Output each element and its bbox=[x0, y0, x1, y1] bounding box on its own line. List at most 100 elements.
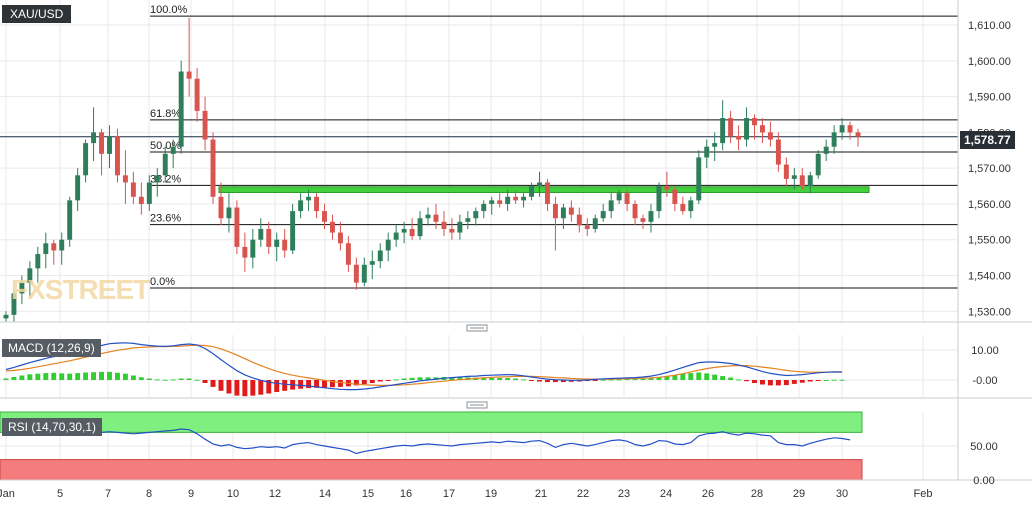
macd-histogram-bar bbox=[775, 380, 781, 386]
candle-body bbox=[337, 232, 343, 244]
candle-body bbox=[114, 135, 120, 176]
macd-histogram-bar bbox=[529, 380, 535, 381]
candle-body bbox=[27, 268, 33, 283]
candle-body bbox=[704, 146, 710, 158]
macd-histogram-bar bbox=[425, 377, 431, 380]
macd-histogram-bar bbox=[146, 378, 152, 380]
candle-body bbox=[720, 118, 726, 144]
macd-line bbox=[5, 342, 843, 391]
price-tick-label: 1,570.00 bbox=[968, 163, 1011, 175]
macd-histogram-bar bbox=[401, 378, 407, 380]
rsi-tick-label: 0.00 bbox=[973, 475, 994, 487]
candle-body bbox=[544, 182, 550, 204]
candle-body bbox=[624, 193, 630, 204]
candle-body bbox=[505, 196, 511, 204]
candle-body bbox=[282, 239, 288, 251]
candle-body bbox=[322, 211, 327, 222]
candle-body bbox=[138, 196, 144, 204]
x-tick-label: 26 bbox=[702, 488, 714, 500]
macd-histogram-bar bbox=[720, 376, 726, 380]
candle-body bbox=[35, 254, 41, 269]
price-tick-label: 1,610.00 bbox=[968, 20, 1011, 32]
x-tick-label: 30 bbox=[836, 488, 848, 500]
macd-histogram-bar bbox=[791, 380, 797, 384]
macd-histogram-bar bbox=[409, 377, 415, 380]
x-tick-label: 24 bbox=[660, 488, 672, 500]
macd-histogram-bar bbox=[497, 377, 503, 380]
macd-histogram-bar bbox=[210, 380, 216, 387]
macd-tick-label: 10.00 bbox=[971, 345, 999, 357]
candle-body bbox=[306, 196, 312, 201]
candle-body bbox=[696, 157, 702, 201]
candle-body bbox=[83, 143, 89, 176]
candle-body bbox=[409, 228, 415, 237]
macd-histogram-bar bbox=[728, 377, 734, 380]
symbol-label: XAU/USD bbox=[2, 5, 72, 23]
macd-histogram-bar bbox=[513, 378, 519, 380]
macd-histogram-bar bbox=[608, 379, 614, 381]
candle-body bbox=[744, 118, 750, 140]
macd-histogram-bar bbox=[537, 380, 542, 382]
price-tick-label: 1,530.00 bbox=[968, 306, 1011, 318]
macd-histogram-bar bbox=[696, 372, 702, 380]
x-tick-label: 16 bbox=[400, 488, 412, 500]
x-axis: Jan 5 7 8 9 10 12 14 15 16 17 19 21 22 23 24 26 28 29 30 Feb bbox=[0, 488, 932, 500]
candle-body bbox=[290, 211, 296, 251]
macd-histogram-bar bbox=[704, 373, 710, 380]
candle-body bbox=[481, 203, 487, 212]
macd-histogram-bar bbox=[417, 377, 423, 380]
x-tick-label: 12 bbox=[269, 488, 281, 500]
macd-histogram-bar bbox=[329, 380, 335, 388]
x-tick-label: 28 bbox=[751, 488, 763, 500]
panel-splitters[interactable] bbox=[466, 324, 488, 409]
candle-body bbox=[799, 175, 805, 187]
macd-histogram-bar bbox=[353, 380, 359, 386]
candle-body bbox=[170, 146, 176, 154]
macd-histogram-bar bbox=[83, 372, 89, 380]
fib-level-label: 61.8% bbox=[150, 108, 181, 120]
macd-histogram-bar bbox=[807, 380, 813, 382]
macd-histogram-bar bbox=[226, 380, 232, 394]
current-price-label: 1,578.77 bbox=[960, 131, 1015, 149]
candle-body bbox=[576, 214, 582, 226]
macd-histogram-bar bbox=[505, 377, 511, 380]
candle-body bbox=[847, 125, 853, 133]
macd-histogram-bar bbox=[67, 373, 73, 380]
price-tick-label: 1,600.00 bbox=[968, 56, 1011, 68]
macd-histogram-bar bbox=[202, 380, 208, 383]
candle-body bbox=[441, 221, 447, 229]
macd-histogram-bar bbox=[640, 378, 646, 380]
candle-body bbox=[369, 261, 375, 265]
candle-body bbox=[154, 175, 160, 183]
macd-histogram-bar bbox=[27, 374, 33, 380]
macd-histogram-bar bbox=[823, 380, 829, 381]
support-zone bbox=[218, 186, 870, 193]
x-tick-label: 23 bbox=[618, 488, 630, 500]
candle-body bbox=[75, 175, 81, 201]
candle-body bbox=[186, 71, 192, 79]
candle-body bbox=[831, 132, 837, 147]
candle-body bbox=[552, 203, 558, 219]
macd-histogram-bar bbox=[107, 371, 112, 380]
candle-body bbox=[672, 189, 678, 204]
macd-histogram-bar bbox=[114, 372, 120, 380]
candle-body bbox=[59, 239, 65, 251]
macd-histogram-bar bbox=[266, 380, 272, 394]
candle-body bbox=[433, 214, 439, 222]
macd-histogram-bar bbox=[815, 380, 821, 381]
fib-level-label: 23.6% bbox=[150, 213, 181, 225]
axes: 1,530.00 1,540.00 1,550.00 1,560.00 1,570.00… bbox=[0, 0, 1032, 487]
macd-histogram-bar bbox=[242, 380, 248, 397]
candle-body bbox=[99, 132, 105, 154]
rsi-oversold-band bbox=[0, 459, 863, 481]
candle-body bbox=[513, 196, 519, 201]
macd-histogram-bar bbox=[178, 378, 184, 380]
macd-histogram-bar bbox=[298, 380, 304, 389]
x-tick-label: 19 bbox=[485, 488, 497, 500]
macd-histogram-bar bbox=[688, 373, 694, 380]
fxstreet-watermark: FXSTREET bbox=[11, 274, 150, 305]
macd-histogram-bar bbox=[314, 380, 320, 388]
rsi-overbought-band bbox=[0, 411, 863, 433]
candle-body bbox=[775, 139, 781, 165]
candle-body bbox=[855, 132, 861, 137]
